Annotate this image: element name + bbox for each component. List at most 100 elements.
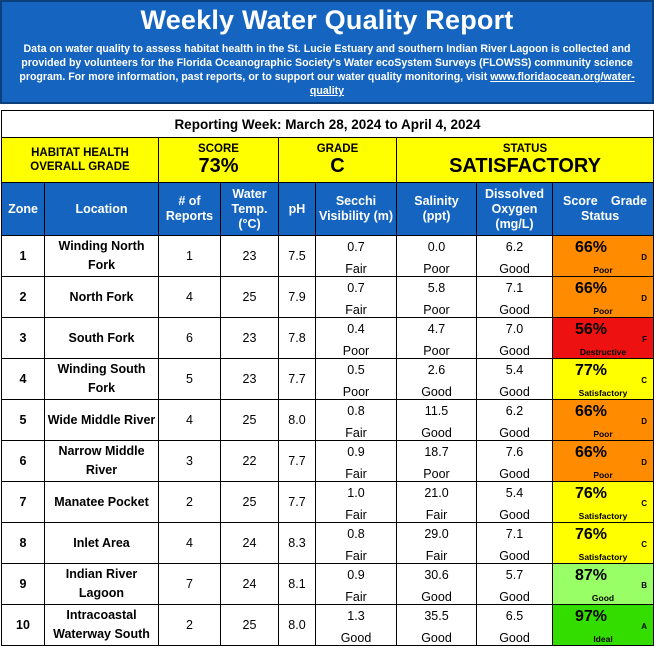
- report-count: 6: [158, 317, 221, 359]
- location-name: Winding North Fork: [44, 235, 159, 277]
- location-name: Narrow Middle River: [44, 440, 159, 482]
- location-name: Wide Middle River: [44, 399, 159, 441]
- zone-score: 76%: [575, 526, 608, 543]
- table-row: 6 Narrow Middle River 3 22 7.7 0.9 Fair 18.7 Poor…: [1, 440, 654, 482]
- oxygen-cell: 6.2 Good: [476, 399, 553, 441]
- zone-status: Poor: [593, 306, 613, 316]
- location-name: South Fork: [44, 317, 159, 359]
- ph-value: 7.7: [278, 481, 316, 523]
- col-zone: Zone: [1, 182, 45, 236]
- zone-number: 8: [1, 522, 45, 564]
- water-temp: 22: [220, 440, 279, 482]
- secchi-condition: Fair: [345, 508, 367, 522]
- zone-grade: A: [641, 622, 647, 631]
- oxygen-cell: 5.4 Good: [476, 358, 553, 400]
- salinity-cell: 18.7 Poor: [396, 440, 477, 482]
- column-header-row: Zone Location # of Reports Water Temp. (°C)…: [1, 182, 654, 236]
- ph-value: 8.0: [278, 399, 316, 441]
- oxygen-value: 7.1: [505, 527, 524, 541]
- water-temp: 23: [220, 317, 279, 359]
- secchi-value: 0.9: [347, 445, 365, 459]
- report-count: 4: [158, 522, 221, 564]
- secchi-cell: 0.8 Fair: [315, 399, 397, 441]
- oxygen-condition: Good: [499, 549, 530, 563]
- secchi-value: 1.0: [347, 486, 365, 500]
- ph-value: 7.7: [278, 440, 316, 482]
- water-temp: 23: [220, 358, 279, 400]
- zone-grade: C: [641, 376, 647, 385]
- secchi-condition: Fair: [345, 467, 367, 481]
- oxygen-condition: Good: [499, 467, 530, 481]
- table-row: 1 Winding North Fork 1 23 7.5 0.7 Fair 0.0 Poor 6.…: [1, 235, 654, 277]
- salinity-cell: 30.6 Good: [396, 563, 477, 605]
- location-name: Intracoastal Waterway South: [44, 604, 159, 646]
- oxygen-cell: 5.7 Good: [476, 563, 553, 605]
- col-reports: # of Reports: [158, 182, 221, 236]
- oxygen-condition: Good: [499, 344, 530, 358]
- status-cell: 87% B Good: [552, 563, 654, 605]
- col-location: Location: [44, 182, 159, 236]
- zone-score: 87%: [575, 567, 608, 584]
- salinity-cell: 11.5 Good: [396, 399, 477, 441]
- zone-rows: 1 Winding North Fork 1 23 7.5 0.7 Fair 0.0 Poor 6.…: [1, 235, 654, 646]
- oxygen-value: 6.5: [505, 609, 524, 623]
- zone-score: 76%: [575, 485, 608, 502]
- col-secchi: Secchi Visibility (m): [315, 182, 397, 236]
- salinity-condition: Fair: [425, 549, 448, 563]
- location-name: Indian River Lagoon: [44, 563, 159, 605]
- salinity-condition: Good: [421, 385, 452, 399]
- ph-value: 8.1: [278, 563, 316, 605]
- salinity-value: 21.0: [424, 486, 449, 500]
- zone-score: 66%: [575, 444, 608, 461]
- salinity-value: 5.8: [427, 281, 446, 295]
- oxygen-cell: 7.1 Good: [476, 522, 553, 564]
- zone-number: 3: [1, 317, 45, 359]
- salinity-condition: Good: [421, 426, 452, 440]
- col-score-grade-status: Score Grade Status: [552, 182, 654, 236]
- ph-value: 8.3: [278, 522, 316, 564]
- zone-grade: D: [641, 417, 647, 426]
- water-quality-table: Reporting Week: March 28, 2024 to April …: [1, 110, 654, 646]
- description-text: Data on water quality to assess habitat …: [19, 43, 633, 83]
- secchi-cell: 0.7 Fair: [315, 235, 397, 277]
- zone-status: Poor: [593, 429, 613, 439]
- table-row: 4 Winding South Fork 5 23 7.7 0.5 Poor 2.6 Good 5.…: [1, 358, 654, 400]
- oxygen-condition: Good: [499, 426, 530, 440]
- zone-score: 77%: [575, 362, 608, 379]
- secchi-condition: Fair: [345, 303, 367, 317]
- oxygen-condition: Good: [499, 303, 530, 317]
- salinity-cell: 29.0 Fair: [396, 522, 477, 564]
- oxygen-value: 5.4: [505, 363, 524, 377]
- status-cell: 56% F Destructive: [552, 317, 654, 359]
- overall-status: STATUS SATISFACTORY: [396, 137, 654, 183]
- zone-number: 2: [1, 276, 45, 318]
- salinity-value: 35.5: [424, 609, 449, 623]
- table-row: 9 Indian River Lagoon 7 24 8.1 0.9 Fair 30.6 Good…: [1, 563, 654, 605]
- zone-score: 66%: [575, 280, 608, 297]
- water-quality-link[interactable]: www.floridaocean.org/water-quality: [309, 71, 635, 97]
- oxygen-cell: 5.4 Good: [476, 481, 553, 523]
- oxygen-value: 7.1: [505, 281, 524, 295]
- location-name: Inlet Area: [44, 522, 159, 564]
- ph-value: 8.0: [278, 604, 316, 646]
- habitat-health-label: HABITAT HEALTH OVERALL GRADE: [1, 137, 159, 183]
- secchi-cell: 0.5 Poor: [315, 358, 397, 400]
- oxygen-cell: 7.6 Good: [476, 440, 553, 482]
- secchi-condition: Fair: [345, 262, 367, 276]
- salinity-condition: Poor: [423, 303, 450, 317]
- zone-grade: D: [641, 458, 647, 467]
- overall-grade: GRADE C: [278, 137, 397, 183]
- zone-status: Poor: [593, 265, 613, 275]
- zone-status: Destructive: [579, 347, 627, 357]
- reporting-week: Reporting Week: March 28, 2024 to April …: [1, 110, 654, 138]
- secchi-value: 0.9: [347, 568, 365, 582]
- water-temp: 25: [220, 399, 279, 441]
- zone-grade: C: [641, 540, 647, 549]
- oxygen-cell: 7.1 Good: [476, 276, 553, 318]
- status-cell: 76% C Satisfactory: [552, 522, 654, 564]
- oxygen-value: 6.2: [505, 404, 524, 418]
- secchi-condition: Fair: [345, 426, 367, 440]
- salinity-cell: 4.7 Poor: [396, 317, 477, 359]
- zone-status: Ideal: [593, 634, 613, 644]
- secchi-condition: Poor: [342, 344, 370, 358]
